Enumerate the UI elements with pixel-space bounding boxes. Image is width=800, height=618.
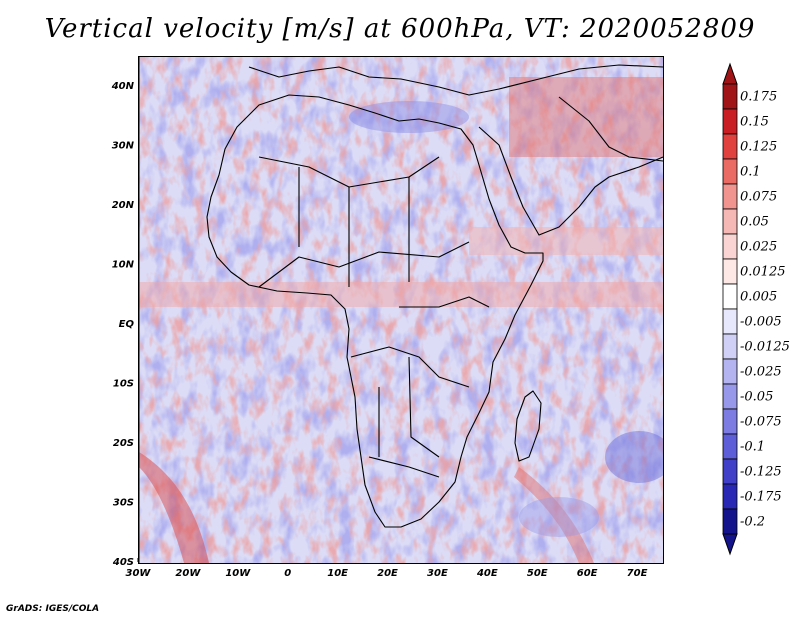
border-3	[258, 241, 470, 288]
colorbar-segment	[722, 358, 738, 385]
lon-label-50E: 50E	[527, 568, 548, 579]
colorbar-segment	[722, 208, 738, 235]
map-title: Vertical velocity [m/s] at 600hPa, VT: 2…	[44, 14, 756, 44]
colorbar-segment	[722, 458, 738, 485]
border-5	[368, 296, 490, 478]
rising-bands	[139, 77, 663, 563]
colorbar-segment	[722, 233, 738, 260]
colorbar-segment	[722, 433, 738, 460]
lat-label-40N: 40N	[111, 81, 135, 92]
lon-label-20E: 20E	[377, 568, 398, 579]
colorbar-label: -0.1	[740, 440, 765, 455]
lon-label-30W: 30W	[126, 568, 152, 579]
colorbar-segment	[722, 483, 738, 510]
colorbar-label: 0.075	[740, 190, 777, 205]
sinking-areas	[349, 101, 663, 537]
colorbar-label: 0.05	[740, 215, 769, 230]
colorbar-label: -0.175	[740, 490, 782, 505]
lon-label-20W: 20W	[175, 568, 201, 579]
map-plot-area	[138, 56, 664, 564]
iran-coast	[558, 96, 663, 162]
colorbar-segment	[722, 108, 738, 135]
colorbar-label: -0.075	[740, 415, 782, 430]
colorbar-segment	[722, 408, 738, 435]
colorbar-segment	[722, 133, 738, 160]
colorbar-segment	[722, 508, 738, 535]
colorbar-top-arrow	[722, 62, 738, 85]
coastlines-and-borders	[206, 64, 663, 528]
vertical-velocity-field	[139, 57, 663, 563]
colorbar-segment	[722, 308, 738, 335]
colorbar-segment	[722, 283, 738, 310]
colorbar-label: -0.05	[740, 390, 773, 405]
lon-label-30E: 30E	[427, 568, 448, 579]
lat-label-10N: 10N	[112, 259, 135, 270]
lon-label-10W: 10W	[225, 568, 251, 579]
colorbar-label: 0.0125	[740, 265, 786, 280]
africa-coastline	[206, 94, 544, 528]
mediterranean-north	[248, 64, 663, 96]
colorbar-segment	[722, 258, 738, 285]
colorbar-label: 0.025	[740, 240, 777, 255]
lat-label-20S: 20S	[113, 438, 134, 449]
colorbar-label: -0.2	[740, 515, 765, 530]
lon-label-70E: 70E	[627, 568, 648, 579]
lon-label-0: 0	[284, 568, 291, 579]
colorbar-label: 0.15	[740, 115, 769, 130]
colorbar-segment	[722, 183, 738, 210]
colorbar-label: -0.125	[740, 465, 782, 480]
colorbar-bottom-arrow	[722, 533, 738, 556]
arabia-coast	[478, 126, 663, 236]
latitude-labels: 40N 30N 20N 10N EQ 10S 20S 30S 40S	[111, 81, 142, 568]
lat-label-30N: 30N	[112, 140, 135, 151]
lon-label-40E: 40E	[476, 568, 498, 579]
colorbar-segment	[722, 83, 738, 110]
lon-label-10E: 10E	[327, 568, 348, 579]
colorbar-label: 0.125	[740, 140, 777, 155]
colorbar: 0.175 0.15 0.125 0.1 0.075 0.05 0.025 0.0125 0.0…	[722, 62, 790, 556]
lat-label-EQ: EQ	[119, 319, 135, 330]
colorbar-segment	[722, 383, 738, 410]
colorbar-label: 0.005	[740, 290, 777, 305]
lon-label-60E: 60E	[577, 568, 598, 579]
lat-label-10S: 10S	[113, 378, 134, 389]
lat-label-30S: 30S	[113, 497, 134, 508]
border-4	[350, 346, 470, 458]
colorbar-label: 0.175	[740, 90, 777, 105]
colorbar-label: -0.0125	[740, 340, 790, 355]
lat-label-40S: 40S	[112, 557, 134, 568]
colorbar-label: 0.1	[740, 165, 761, 180]
colorbar-segment	[722, 333, 738, 360]
colorbar-label: -0.005	[740, 315, 782, 330]
lat-label-20N: 20N	[112, 200, 135, 211]
grads-credit: GrADS: IGES/COLA	[6, 604, 100, 614]
colorbar-segment	[722, 158, 738, 185]
colorbar-label: -0.025	[740, 365, 782, 380]
border-2	[298, 167, 410, 287]
madagascar	[514, 390, 542, 462]
